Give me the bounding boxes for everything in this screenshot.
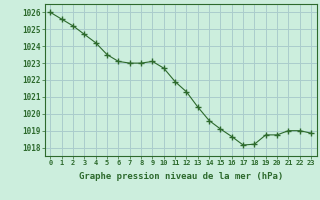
X-axis label: Graphe pression niveau de la mer (hPa): Graphe pression niveau de la mer (hPa) bbox=[79, 172, 283, 181]
